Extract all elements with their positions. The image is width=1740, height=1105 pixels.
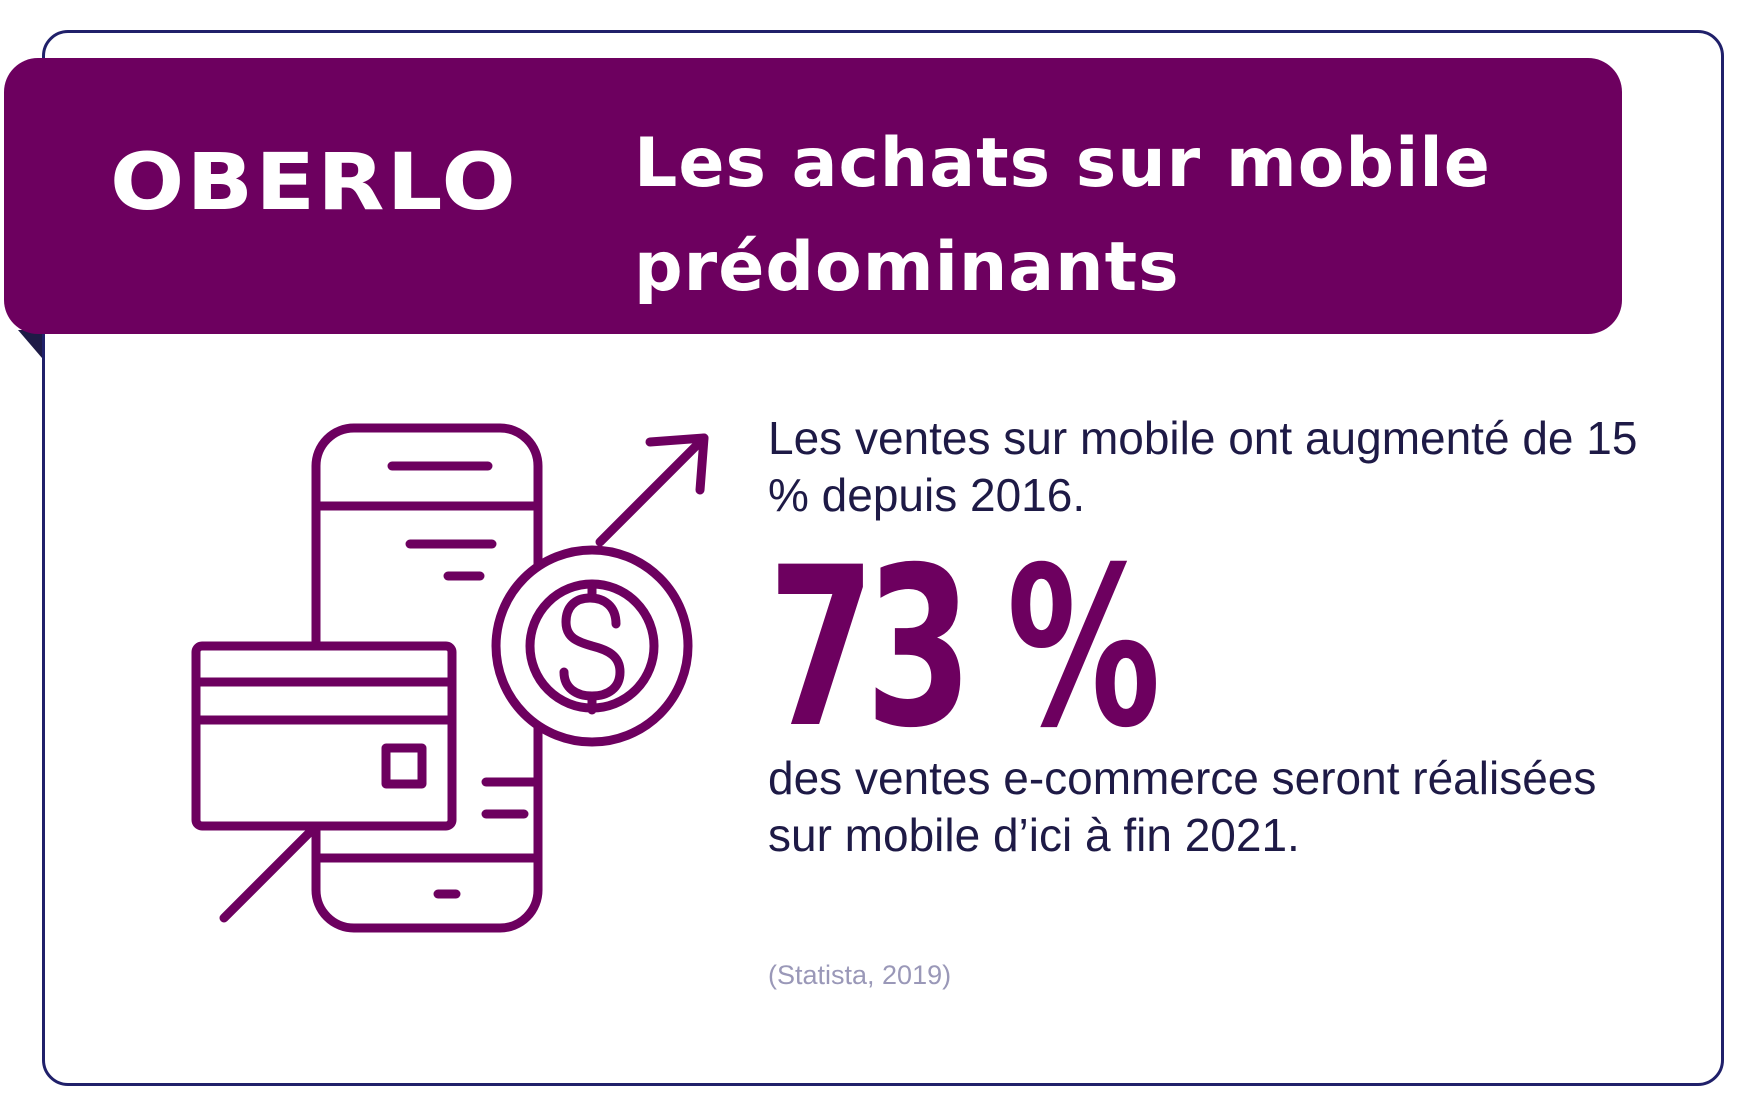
mobile-share-value: 73 % xyxy=(768,520,1161,776)
mobile-sales-growth-text: Les ventes sur mobile ont augmenté de 15… xyxy=(768,412,1638,521)
source-citation: (Statista, 2019) xyxy=(768,960,952,990)
page-title: Les achats sur mobile prédominants xyxy=(634,124,1491,307)
credit-card-icon xyxy=(191,641,457,831)
arrow-head xyxy=(645,433,709,495)
arrow-line-upper xyxy=(595,433,709,547)
banner-fold xyxy=(18,330,42,358)
arrow-line-lower xyxy=(219,825,317,923)
header-banner xyxy=(4,58,1622,334)
mobile-share-description: des ventes e-commerce seront réalisées s… xyxy=(768,752,1597,861)
mobile-payment-icon xyxy=(191,423,709,933)
oberlo-logo: OBERLO xyxy=(110,138,519,228)
